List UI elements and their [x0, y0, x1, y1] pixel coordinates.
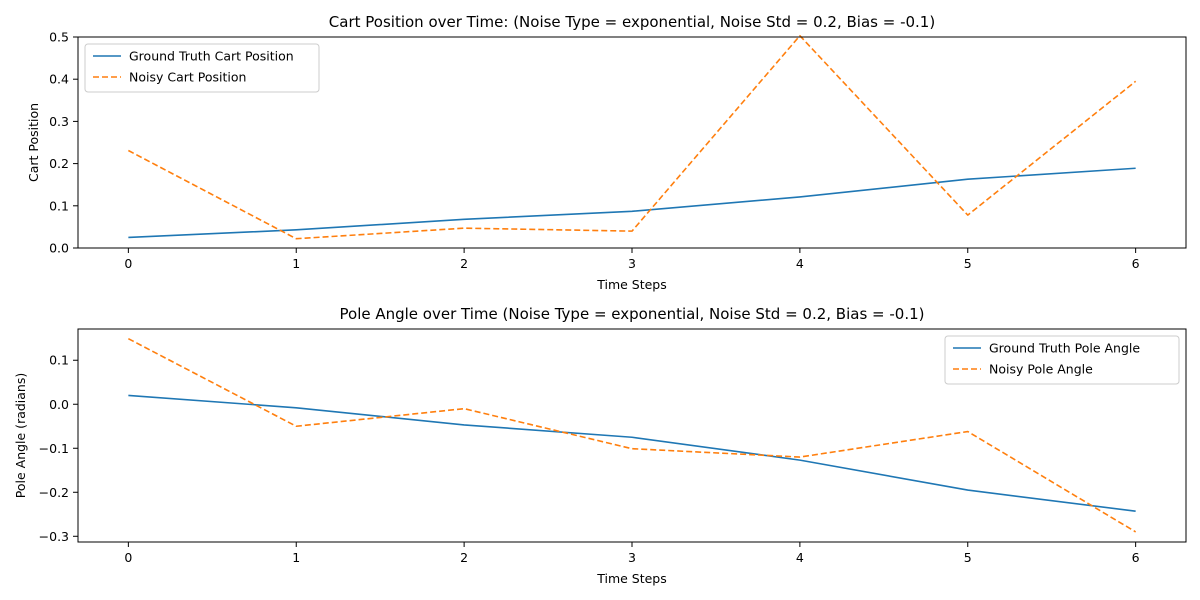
- series-line-1: [128, 394, 1136, 512]
- data-point: [128, 338, 130, 340]
- x-tick-label: 2: [460, 256, 468, 271]
- chart-1: Cart Position over Time: (Noise Type = e…: [26, 13, 1187, 292]
- y-tick-label: −0.2: [39, 485, 69, 500]
- x-tick-label: 5: [964, 256, 972, 271]
- x-tick-label: 6: [1132, 256, 1140, 271]
- data-point: [295, 238, 297, 240]
- y-axis-label: Pole Angle (radians): [13, 373, 28, 498]
- x-tick-label: 1: [292, 256, 300, 271]
- y-tick-label: 0.2: [49, 156, 69, 171]
- y-tick-label: −0.3: [39, 529, 69, 544]
- data-point: [1135, 531, 1137, 533]
- y-axis-label: Cart Position: [26, 103, 41, 182]
- y-tick-label: 0.3: [49, 114, 69, 129]
- x-tick-label: 1: [292, 550, 300, 565]
- y-tick-label: 0.0: [49, 397, 69, 412]
- y-tick-label: 0.4: [49, 72, 69, 87]
- legend-label-1: Ground Truth Cart Position: [129, 49, 294, 64]
- x-axis-label: Time Steps: [596, 277, 667, 292]
- data-point: [967, 178, 969, 180]
- data-point: [631, 436, 633, 438]
- data-point: [799, 35, 801, 37]
- x-tick-label: 0: [124, 550, 132, 565]
- data-point: [967, 431, 969, 433]
- data-point: [631, 230, 633, 232]
- data-point: [128, 395, 130, 397]
- data-point: [295, 229, 297, 231]
- y-tick-label: 0.1: [49, 353, 69, 368]
- series-line-1: [128, 167, 1136, 239]
- x-tick-label: 4: [796, 550, 804, 565]
- data-point: [799, 196, 801, 198]
- data-point: [967, 214, 969, 216]
- data-point: [295, 425, 297, 427]
- data-point: [463, 219, 465, 221]
- data-point: [799, 459, 801, 461]
- data-point: [1135, 510, 1137, 512]
- legend: Ground Truth Cart Position Noisy Cart Pos…: [84, 43, 320, 93]
- series-line-2: [127, 337, 1137, 533]
- x-tick-label: 3: [628, 550, 636, 565]
- legend-label-1: Ground Truth Pole Angle: [989, 341, 1140, 356]
- chart-2: Pole Angle over Time (Noise Type = expon…: [13, 305, 1187, 586]
- y-tick-label: 0.0: [49, 241, 69, 256]
- data-point: [1135, 81, 1137, 83]
- y-tick-label: 0.5: [49, 30, 69, 45]
- x-tick-label: 0: [124, 256, 132, 271]
- x-axis-label: Time Steps: [596, 571, 667, 586]
- data-point: [295, 407, 297, 409]
- y-tick-label: 0.1: [49, 198, 69, 213]
- data-point: [799, 456, 801, 458]
- data-point: [631, 448, 633, 450]
- legend-box: [84, 43, 320, 93]
- data-point: [631, 210, 633, 212]
- x-tick-label: 2: [460, 550, 468, 565]
- data-point: [128, 237, 130, 239]
- data-point: [463, 424, 465, 426]
- data-point: [1135, 167, 1137, 169]
- legend-box: [944, 335, 1180, 385]
- data-point: [463, 408, 465, 410]
- series-line-2: [127, 34, 1137, 240]
- legend-label-2: Noisy Pole Angle: [989, 362, 1093, 377]
- chart-title: Cart Position over Time: (Noise Type = e…: [329, 13, 935, 31]
- x-tick-label: 6: [1132, 550, 1140, 565]
- legend: Ground Truth Pole Angle Noisy Pole Angle: [944, 335, 1180, 385]
- chart-title: Pole Angle over Time (Noise Type = expon…: [340, 305, 925, 323]
- x-tick-label: 5: [964, 550, 972, 565]
- legend-label-2: Noisy Cart Position: [129, 70, 246, 85]
- y-tick-label: −0.1: [39, 441, 69, 456]
- x-tick-label: 4: [796, 256, 804, 271]
- data-point: [128, 150, 130, 152]
- data-point: [967, 489, 969, 491]
- x-tick-label: 3: [628, 256, 636, 271]
- data-point: [463, 227, 465, 229]
